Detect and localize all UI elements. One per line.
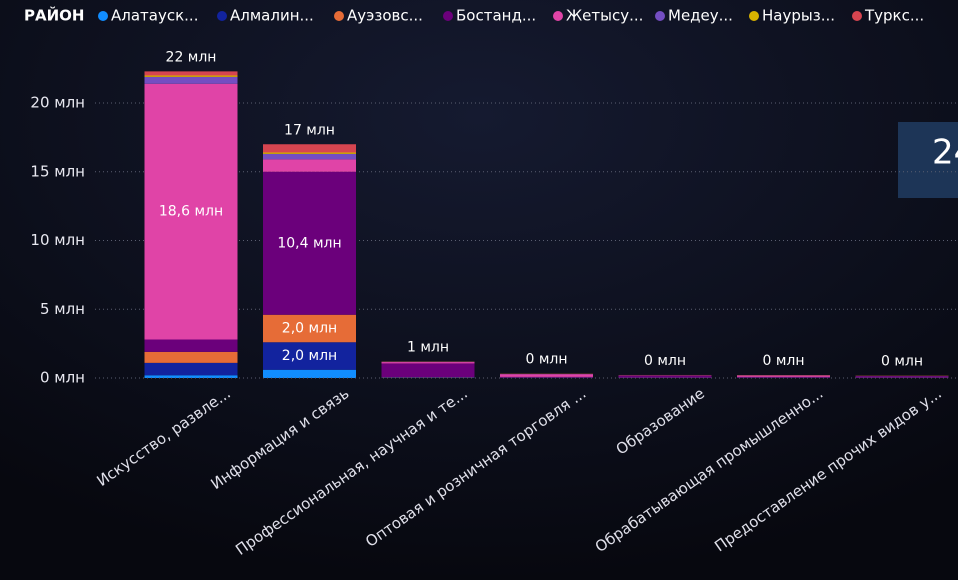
bar-segment bbox=[263, 144, 356, 153]
legend-dot bbox=[852, 11, 862, 21]
legend-title: РАЙОН bbox=[24, 6, 84, 25]
bar-segment bbox=[618, 375, 712, 378]
bar-segment bbox=[263, 342, 356, 370]
bar-segment bbox=[144, 83, 238, 340]
bar-segment bbox=[263, 159, 356, 172]
legend-label: Медеу... bbox=[668, 7, 733, 25]
legend-label: Алатауск... bbox=[111, 7, 198, 25]
bar-segment bbox=[144, 339, 238, 352]
bar-segment bbox=[500, 376, 593, 378]
y-tick-label: 0 млн bbox=[40, 369, 85, 387]
legend-dot bbox=[334, 11, 344, 21]
y-tick-label: 20 млн bbox=[30, 94, 85, 112]
total-label: 1 млн bbox=[407, 340, 449, 356]
total-label: 17 млн bbox=[284, 122, 335, 138]
legend-dot bbox=[749, 11, 759, 21]
legend-label: Туркс... bbox=[864, 7, 924, 25]
legend-dot bbox=[217, 11, 227, 21]
bar-segment bbox=[381, 362, 475, 364]
y-tick-label: 5 млн bbox=[40, 300, 85, 318]
total-label: 0 млн bbox=[525, 352, 567, 368]
legend-label: Жетысу... bbox=[566, 7, 643, 25]
bar-segment bbox=[144, 71, 238, 76]
bar-segment bbox=[500, 374, 593, 377]
legend-dot bbox=[443, 11, 453, 21]
y-tick-label: 10 млн bbox=[30, 231, 85, 249]
y-tick-label: 15 млн bbox=[30, 162, 85, 180]
legend-label: Ауэзовс... bbox=[347, 7, 423, 25]
bar-segment bbox=[144, 75, 238, 77]
segment-label: 2,0 млн bbox=[282, 321, 337, 337]
legend-label: Бостанд... bbox=[456, 7, 536, 25]
legend-label: Наурыз... bbox=[762, 7, 835, 25]
bar-segment bbox=[263, 152, 356, 154]
bar-segment bbox=[144, 351, 238, 363]
legend-label: Алмалин... bbox=[230, 7, 314, 25]
bar-segment bbox=[263, 314, 356, 343]
total-label: 22 млн bbox=[166, 49, 217, 65]
legend-dot bbox=[553, 11, 563, 21]
segment-label: 2,0 млн bbox=[282, 348, 337, 364]
bar-segment bbox=[855, 376, 949, 378]
card-bg bbox=[898, 122, 958, 198]
bar-segment bbox=[144, 362, 238, 376]
segment-label: 10,4 млн bbox=[277, 235, 341, 251]
card-value: 24 bbox=[932, 133, 958, 173]
segment-label: 18,6 млн bbox=[159, 204, 223, 220]
bar-segment bbox=[263, 369, 356, 378]
legend-dot bbox=[655, 11, 665, 21]
bar-segment bbox=[144, 76, 238, 84]
bar-segment bbox=[381, 363, 475, 378]
bar-segment bbox=[263, 171, 356, 315]
kpi-card: 24 bbox=[898, 122, 958, 198]
total-label: 0 млн bbox=[762, 353, 804, 369]
bar-segment bbox=[737, 375, 830, 377]
total-label: 0 млн bbox=[881, 354, 923, 370]
legend-dot bbox=[98, 11, 108, 21]
bar-segment bbox=[737, 376, 830, 378]
bar-segment bbox=[144, 375, 238, 378]
total-label: 0 млн bbox=[644, 353, 686, 369]
bar-segment bbox=[263, 153, 356, 160]
